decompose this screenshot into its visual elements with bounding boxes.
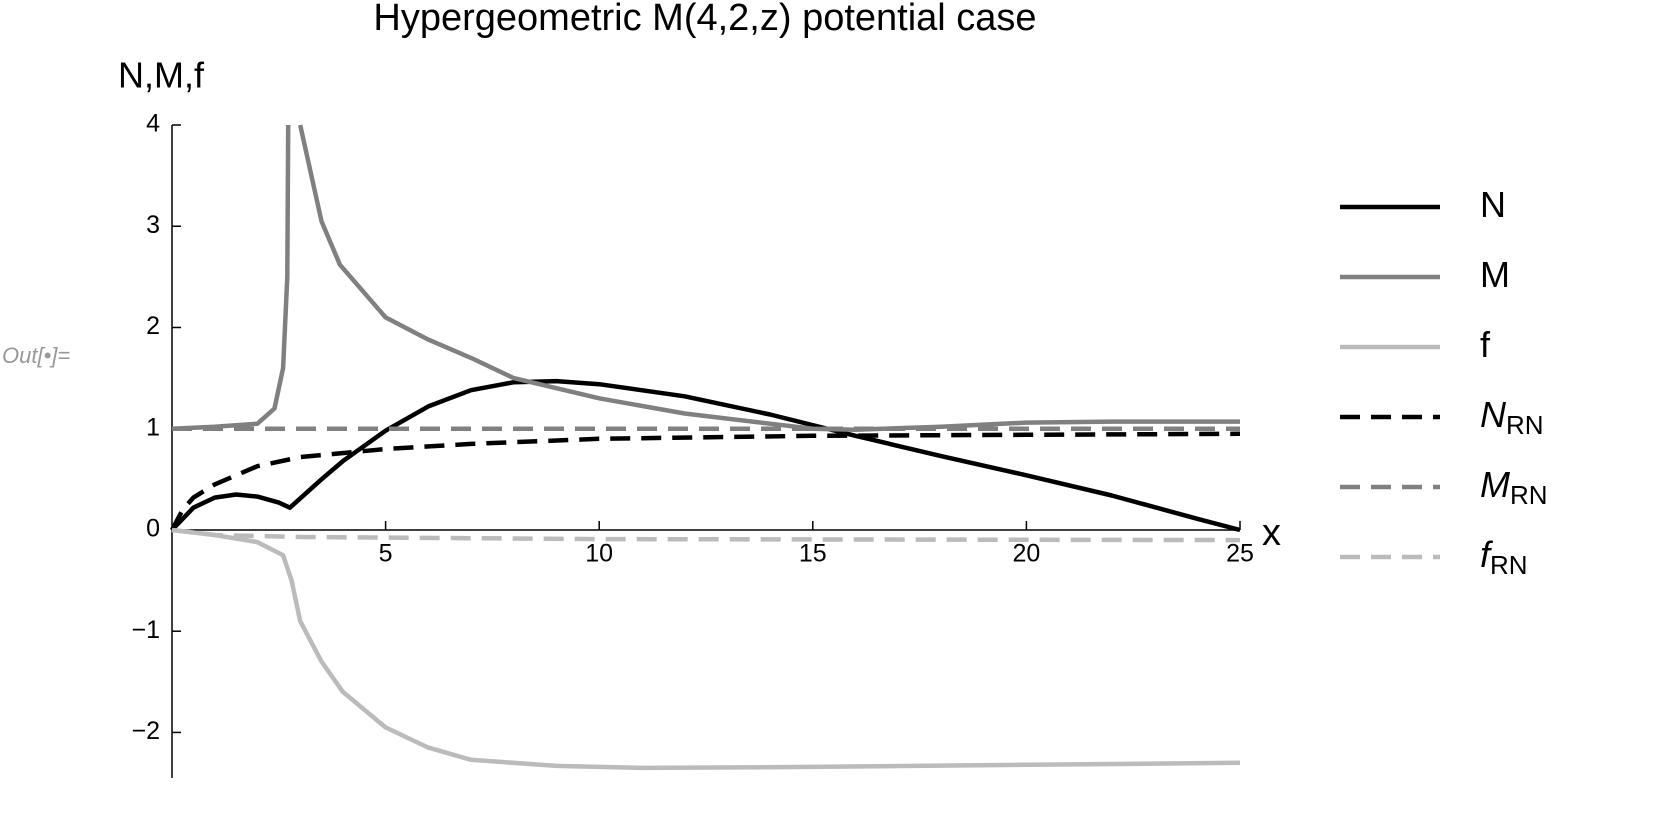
x-tick-label: 15 [799,540,827,568]
legend-name: N [1480,184,1506,225]
out-label: Out[•]= [2,343,70,368]
series-line [171,527,1241,771]
legend-label: f [1480,324,1491,365]
y-axis-label: N,M,f [118,55,205,96]
x-tick-label: 5 [379,540,393,568]
chart-title: Hypergeometric M(4,2,z) potential case [373,0,1036,39]
x-axis-label: x [1262,512,1281,554]
x-tick-label: 20 [1012,540,1040,568]
y-tick-label: 4 [146,110,160,138]
series-line [170,378,1241,533]
y-tick-label: −2 [131,717,160,745]
legend-name: M [1480,254,1510,295]
series-line [170,431,1241,532]
y-tick-label: 0 [146,515,160,543]
series-line [171,124,1240,432]
legend-name: N [1480,394,1507,435]
legend-label: M [1480,254,1510,295]
y-tick-label: −1 [131,616,160,644]
legend-name: f [1480,324,1491,365]
legend-subscript: RN [1510,480,1548,510]
legend-subscript: RN [1490,550,1528,580]
x-tick-label: 10 [585,540,613,568]
x-tick-label: 25 [1226,540,1254,568]
legend-label: MRN [1480,464,1548,510]
y-tick-label: 1 [146,413,160,441]
legend-label: N [1480,184,1506,225]
legend-name: M [1480,464,1510,505]
legend-label: fRN [1480,534,1528,580]
legend-label: NRN [1480,394,1544,440]
legend-subscript: RN [1506,410,1544,440]
y-tick-label: 3 [146,211,160,239]
series-line [171,527,1241,543]
y-tick-label: 2 [146,312,160,340]
